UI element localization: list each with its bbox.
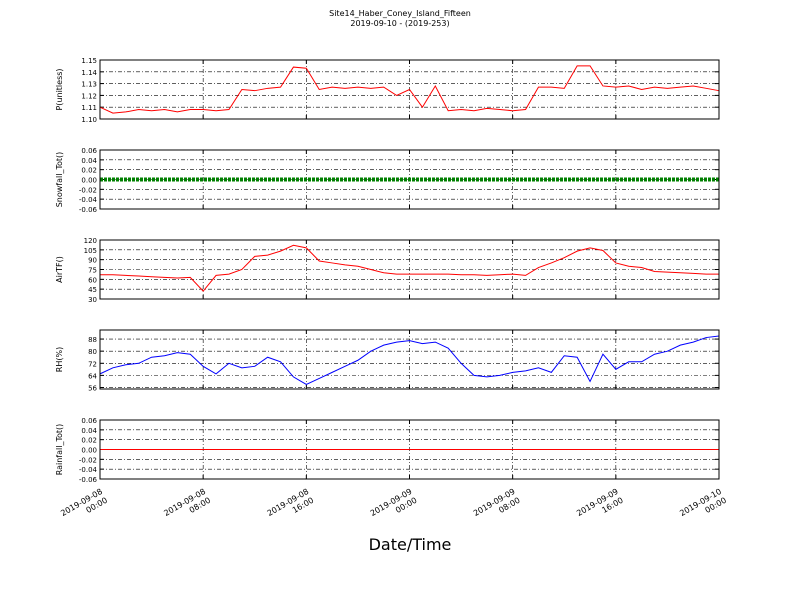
subplot: 56 64 72 80 88 RH(%) <box>55 329 720 392</box>
plot-frame <box>99 239 720 300</box>
y-tick-label: 120 <box>84 237 97 245</box>
y-tick-label: 0.00 <box>81 177 97 185</box>
x-tick-label: 2019-09-0916:00 <box>575 487 625 527</box>
y-tick-label: -0.04 <box>79 466 98 474</box>
y-axis-label: P(unitless) <box>55 68 64 110</box>
figure-subtitle: 2019-09-10 - (2019-253) <box>350 19 449 28</box>
y-tick-label: -0.02 <box>79 456 97 464</box>
x-tick-label: 2019-09-0908:00 <box>472 487 522 527</box>
y-axis-label: AirTF() <box>55 256 64 283</box>
y-tick-label: -0.06 <box>79 476 98 484</box>
y-tick-label: 1.13 <box>81 81 97 89</box>
plot-frame <box>99 419 720 480</box>
y-tick-label: 0.04 <box>81 157 97 165</box>
y-tick-label: 90 <box>88 257 97 265</box>
y-tick-label: 0.02 <box>81 167 97 175</box>
y-tick-label: 80 <box>88 348 97 356</box>
y-tick-label: 105 <box>84 247 97 255</box>
y-tick-label: 1.14 <box>81 69 97 77</box>
x-tick-label: 2019-09-0808:00 <box>162 487 212 527</box>
y-tick-label: 30 <box>88 296 97 304</box>
x-axis-label: Date/Time <box>369 535 452 554</box>
y-tick-label: 75 <box>88 267 97 275</box>
y-tick-label: 0.00 <box>81 447 97 455</box>
y-tick-label: 1.15 <box>81 57 97 65</box>
y-axis-label: Snowfall_Tot() <box>55 152 64 208</box>
subplot: 1.10 1.11 1.12 1.13 1.14 1.15 P(unitless) <box>55 57 720 124</box>
y-tick-label: 88 <box>88 336 97 344</box>
y-tick-label: 0.02 <box>81 437 97 445</box>
y-tick-label: 72 <box>88 360 97 368</box>
y-tick-label: -0.04 <box>79 196 98 204</box>
plot-frame <box>99 329 720 390</box>
y-axis-label: Rainfall_Tot() <box>55 424 64 476</box>
y-tick-label: 0.06 <box>81 417 97 425</box>
y-axis-label: RH(%) <box>55 347 64 372</box>
y-tick-label: -0.02 <box>79 186 97 194</box>
data-line <box>99 335 720 386</box>
y-tick-label: 1.10 <box>81 116 97 124</box>
subplot: -0.06 -0.04 -0.020.00 0.02 0.04 0.06 2019-09-0… <box>55 417 728 527</box>
y-tick-label: 45 <box>88 286 97 294</box>
figure-title: Site14_Haber_Coney_Island_Fifteen <box>329 9 471 18</box>
y-tick-label: 1.11 <box>81 104 97 112</box>
subplot: -0.06 -0.04 -0.020.00 0.02 0.04 0.06 Snowfall_… <box>55 147 720 214</box>
x-tick-label: 2019-09-0800:00 <box>59 487 109 527</box>
y-tick-label: 0.04 <box>81 427 97 435</box>
x-tick-label: 2019-09-1000:00 <box>678 487 728 527</box>
y-tick-label: 1.12 <box>81 92 97 100</box>
y-tick-label: 0.06 <box>81 147 97 155</box>
y-tick-label: 56 <box>88 384 97 392</box>
data-line <box>99 65 720 114</box>
x-tick-label: 2019-09-0816:00 <box>266 487 316 527</box>
plot-frame <box>99 59 720 120</box>
x-tick-label: 2019-09-0900:00 <box>369 487 419 527</box>
y-tick-label: 64 <box>88 372 97 380</box>
y-tick-label: -0.06 <box>79 206 98 214</box>
y-tick-label: 60 <box>88 276 97 284</box>
data-line <box>100 244 719 292</box>
plot-frame <box>99 149 720 210</box>
